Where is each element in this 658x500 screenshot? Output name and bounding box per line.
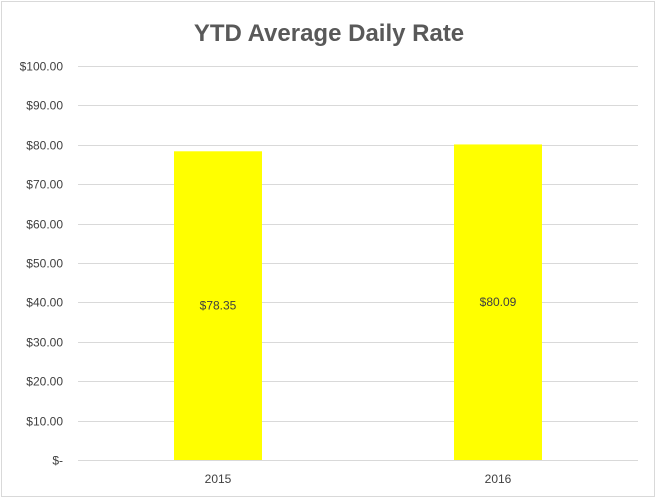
y-axis-tick-labels: $- $10.00 $20.00 $30.00 $40.00 $50.00 $60.00 $7… [20, 60, 64, 468]
data-label: $80.09 [480, 295, 517, 309]
y-tick-label: $90.00 [26, 99, 63, 113]
bar-2016 [454, 144, 542, 460]
data-label: $78.35 [200, 299, 237, 313]
chart-title: YTD Average Daily Rate [194, 20, 464, 47]
y-tick-label: $50.00 [26, 257, 63, 271]
y-tick-label: $70.00 [26, 178, 63, 192]
y-tick-label: $40.00 [26, 296, 63, 310]
y-tick-label: $10.00 [26, 415, 63, 429]
bars [174, 144, 542, 460]
data-labels: $78.35 $80.09 [200, 295, 517, 312]
gridlines [78, 66, 638, 461]
y-tick-label: $80.00 [26, 139, 63, 153]
y-tick-label: $60.00 [26, 218, 63, 232]
bar-2015 [174, 151, 262, 460]
y-tick-label: $30.00 [26, 336, 63, 350]
y-tick-label: $- [52, 454, 63, 468]
y-tick-label: $100.00 [20, 60, 64, 74]
x-tick-label: 2015 [205, 472, 232, 486]
y-tick-label: $20.00 [26, 375, 63, 389]
x-axis-tick-labels: 2015 2016 [205, 472, 512, 486]
x-tick-label: 2016 [485, 472, 512, 486]
